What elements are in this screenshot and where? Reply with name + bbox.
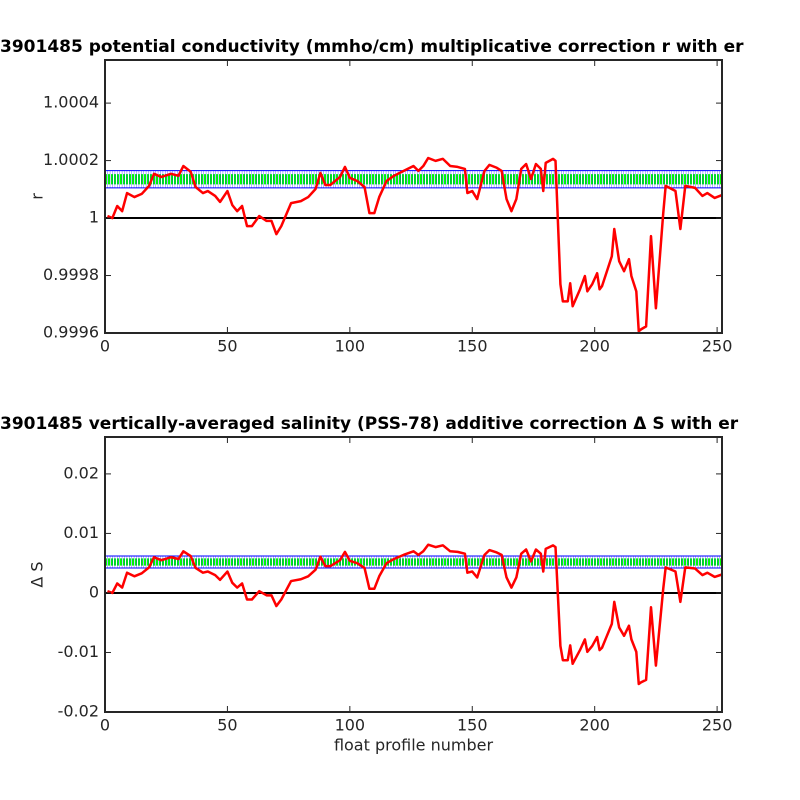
x-tick-label: 150 [457,337,488,356]
y-axis-label: Δ S [28,561,47,587]
chart-title: 3901485 vertically-averaged salinity (PS… [0,414,739,434]
y-tick-label: 0 [89,582,99,601]
x-tick-label: 50 [217,716,237,735]
y-tick-label: 0.9998 [43,265,99,284]
y-tick-label: -0.02 [58,702,99,721]
y-tick-label: 0.9996 [43,323,99,342]
x-tick-label: 250 [702,716,733,735]
y-axis-label: r [28,193,47,200]
x-tick-label: 100 [335,337,366,356]
x-tick-label: 200 [579,716,610,735]
y-tick-label: 1.0002 [43,150,99,169]
x-tick-label: 250 [702,337,733,356]
x-axis-label: float profile number [334,736,494,755]
axes-background [105,437,722,712]
correction-line [106,156,723,333]
axes-frame [104,59,723,334]
x-tick-label: 150 [457,716,488,735]
chart-title: 3901485 potential conductivity (mmho/cm)… [0,37,744,57]
x-tick-label: 50 [217,337,237,356]
y-tick-label: 0.01 [63,523,99,542]
y-tick-label: 0.02 [63,463,99,482]
y-tick-label: 1 [89,208,99,227]
x-tick-label: 0 [100,337,110,356]
x-tick-label: 200 [579,337,610,356]
x-tick-label: 100 [335,716,366,735]
y-tick-label: 1.0004 [43,93,99,112]
correction-line [107,543,723,686]
x-tick-label: 0 [100,716,110,735]
y-tick-label: -0.01 [58,642,99,661]
axes-frame [104,436,723,713]
axes-background [105,60,722,333]
